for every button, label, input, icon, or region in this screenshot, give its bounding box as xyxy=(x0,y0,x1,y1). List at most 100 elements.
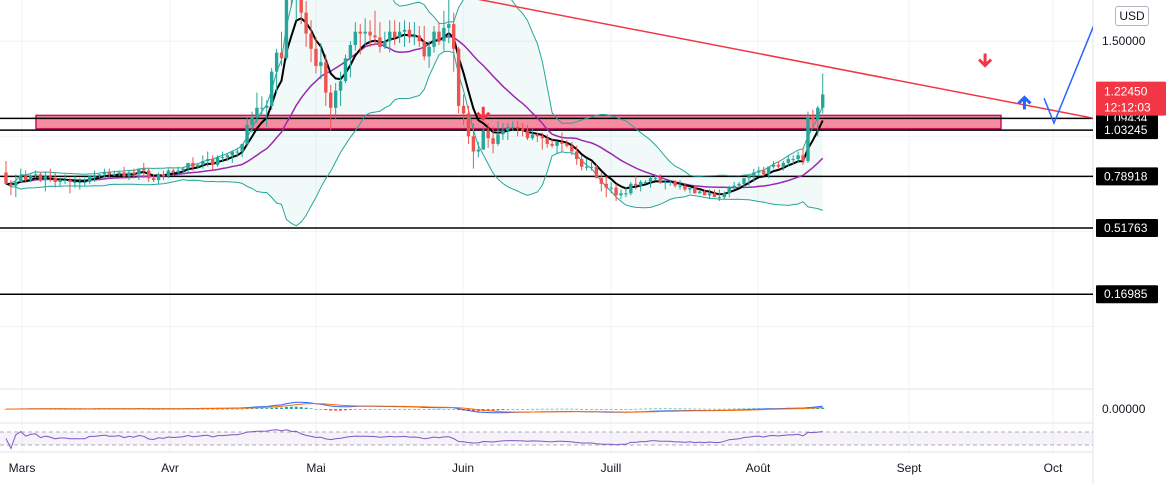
histogram-bar xyxy=(265,408,269,409)
time-tick-label: Juin xyxy=(452,461,474,475)
histogram-bar xyxy=(398,409,402,410)
histogram-bar xyxy=(152,409,156,410)
candle-body xyxy=(304,12,308,34)
candle-body xyxy=(806,117,810,162)
candle xyxy=(461,94,466,125)
candle xyxy=(58,178,62,186)
histogram-bar xyxy=(703,408,707,410)
rsi-panel xyxy=(0,429,1093,450)
histogram-bar xyxy=(555,408,559,410)
price-axis[interactable]: 2.500002.000001.500000.000001.094341.032… xyxy=(1094,0,1173,484)
currency-button[interactable]: USD xyxy=(1115,6,1149,26)
histogram-bar xyxy=(319,409,323,410)
candle-body xyxy=(284,0,289,59)
histogram-bar xyxy=(417,409,421,410)
last-price-label: 1.22450 12:12:03 xyxy=(1096,81,1166,116)
candle-body xyxy=(9,183,13,186)
candle-body xyxy=(727,187,731,194)
candle-body xyxy=(530,134,535,139)
candle-body xyxy=(33,174,38,177)
candle xyxy=(594,164,599,179)
histogram-bar xyxy=(432,409,436,410)
projection-path xyxy=(1043,25,1093,125)
time-axis[interactable]: Mars Avr Mai Juin Juill Août Sept Oct xyxy=(9,461,1063,475)
candle-body xyxy=(683,185,687,190)
bollinger-fill xyxy=(6,0,823,226)
candle xyxy=(643,180,648,184)
candle xyxy=(333,83,338,120)
candle-body xyxy=(624,193,628,195)
candle xyxy=(771,161,776,169)
candle-body xyxy=(230,151,235,156)
candle xyxy=(225,153,230,162)
candle xyxy=(599,172,604,192)
candle xyxy=(407,22,412,44)
candle xyxy=(265,100,269,127)
candle-body xyxy=(584,166,589,168)
candle xyxy=(142,162,146,179)
candle xyxy=(466,105,471,144)
histogram-bar xyxy=(688,408,692,410)
support-zone xyxy=(35,114,1002,130)
candle xyxy=(796,151,800,163)
candle xyxy=(688,187,692,194)
histogram-bar xyxy=(693,408,697,410)
candle xyxy=(545,134,549,148)
histogram-bar xyxy=(334,409,338,411)
candle-body xyxy=(73,181,77,183)
candle-body xyxy=(560,142,564,144)
histogram-bar xyxy=(673,408,677,410)
candle-body xyxy=(260,107,264,109)
candle xyxy=(776,161,781,169)
candle xyxy=(324,54,328,106)
candle xyxy=(274,48,279,93)
histogram-bar xyxy=(348,409,352,410)
candle-body xyxy=(781,162,786,167)
candle-body xyxy=(383,41,387,47)
candle xyxy=(186,162,190,173)
candle-body xyxy=(821,94,825,108)
candle xyxy=(122,166,126,179)
candle xyxy=(161,170,166,181)
histogram-bar xyxy=(122,408,126,410)
candle-body xyxy=(181,168,185,171)
candle-body xyxy=(240,143,244,152)
candle xyxy=(816,105,820,137)
candle xyxy=(452,12,456,72)
candle xyxy=(653,174,658,181)
candle-body xyxy=(609,187,613,189)
candle xyxy=(486,122,490,148)
candle-body xyxy=(250,117,254,125)
candle xyxy=(412,22,417,46)
histogram-bar xyxy=(196,408,200,410)
candle xyxy=(584,159,589,171)
candle-body xyxy=(329,92,333,108)
candle-body xyxy=(314,48,318,66)
candle xyxy=(442,10,446,51)
countdown-timer: 12:12:03 xyxy=(1104,101,1151,115)
candle xyxy=(83,178,87,186)
candle-body xyxy=(476,149,481,152)
candle-body xyxy=(515,126,520,129)
candle xyxy=(220,151,225,162)
candle xyxy=(555,142,559,154)
histogram-bar xyxy=(245,408,249,410)
candle-body xyxy=(594,166,599,179)
candle xyxy=(78,178,82,190)
candle-body xyxy=(491,138,495,144)
candle xyxy=(471,122,476,169)
histogram-bar xyxy=(388,409,392,410)
candle-body xyxy=(363,31,367,34)
candle xyxy=(496,121,500,146)
histogram-bar xyxy=(201,408,205,410)
candle xyxy=(33,170,38,179)
candle xyxy=(43,172,48,192)
candle xyxy=(501,122,505,141)
candle xyxy=(658,174,663,184)
candle-body xyxy=(648,178,653,182)
candle xyxy=(668,180,672,186)
candle-body xyxy=(786,159,790,163)
candle xyxy=(806,111,810,163)
candle-body xyxy=(481,130,485,150)
